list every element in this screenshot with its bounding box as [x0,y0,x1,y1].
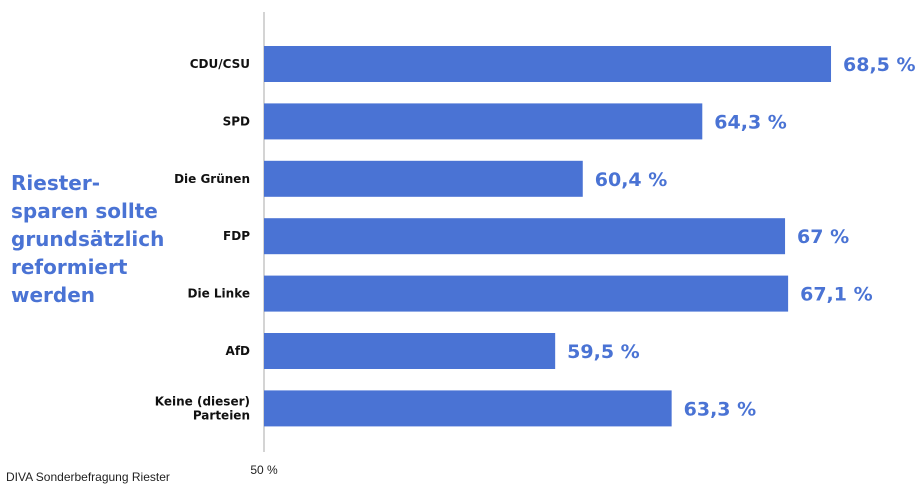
value-label-4: 67 % [797,226,849,248]
bar-6 [264,333,556,369]
x-tick-label: 50 % [250,463,278,477]
bar-7 [264,390,672,427]
category-label-4: FDP [223,229,250,243]
category-label-3: Die Grünen [174,172,250,186]
bar-1 [264,46,832,82]
value-label-6: 59,5 % [567,341,640,363]
title-line-3: grundsätzlich [11,227,165,251]
title-line-5: werden [11,283,96,307]
category-label-7-line-2: Parteien [193,408,250,422]
bar-2 [264,103,703,140]
bar-4 [264,218,786,255]
value-label-7: 63,3 % [684,398,757,420]
chart-title: Riester- sparen sollte grundsätzlich ref… [11,169,165,309]
title-line-2: sparen sollte [11,199,158,223]
category-label-6: AfD [226,344,251,358]
value-label-5: 67,1 % [800,284,873,306]
category-label-1: CDU/CSU [190,57,250,71]
bar-3 [264,160,583,197]
category-label-5: Die Linke [188,287,251,301]
title-line-1: Riester- [11,171,101,195]
category-label-2: SPD [223,114,250,128]
value-label-1: 68,5 % [843,54,916,76]
source-note: DIVA Sonderbefragung Riester [6,470,170,484]
value-label-2: 64,3 % [714,111,787,133]
value-label-3: 60,4 % [595,169,668,191]
category-label-7-line-1: Keine (dieser) [155,394,250,408]
title-line-4: reformiert [11,255,128,279]
bar-5 [264,275,789,312]
